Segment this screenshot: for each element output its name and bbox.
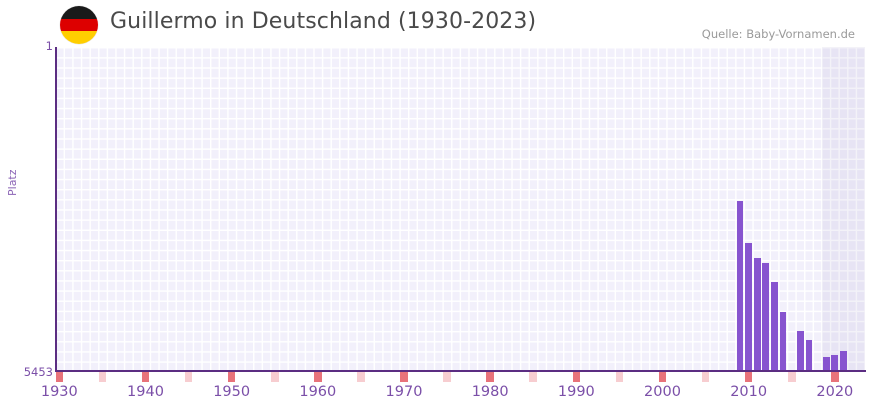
bar-2013 bbox=[771, 281, 778, 371]
bar-2009 bbox=[736, 200, 744, 371]
x-tick-1980 bbox=[486, 372, 494, 382]
y-axis-top-label: 1 bbox=[45, 39, 53, 53]
flag-band-gold bbox=[60, 31, 98, 44]
x-tick-1960 bbox=[314, 372, 322, 382]
x-label-1970: 1970 bbox=[385, 384, 423, 400]
x-label-1930: 1930 bbox=[40, 384, 78, 400]
bar-2021 bbox=[840, 351, 847, 371]
grid-lines bbox=[55, 47, 865, 371]
x-label-2000: 2000 bbox=[644, 384, 681, 400]
x-tick-1995 bbox=[615, 372, 624, 382]
germany-flag-icon bbox=[60, 6, 98, 44]
x-label-1980: 1980 bbox=[471, 384, 509, 400]
source-attribution: Quelle: Baby-Vornamen.de bbox=[701, 27, 855, 41]
x-tick-1985 bbox=[529, 372, 538, 382]
x-tick-2015 bbox=[787, 372, 796, 382]
bar-2019 bbox=[822, 356, 830, 371]
x-tick-2020 bbox=[831, 372, 839, 382]
flag-band-black bbox=[60, 6, 98, 19]
x-tick-1955 bbox=[270, 372, 279, 382]
x-label-2020: 2020 bbox=[816, 384, 854, 400]
bar-2014 bbox=[779, 311, 787, 371]
y-axis-title: Platz bbox=[6, 169, 19, 196]
page-title: Guillermo in Deutschland (1930-2023) bbox=[110, 9, 537, 34]
y-axis-labels: 1 5453 bbox=[0, 39, 53, 379]
x-axis-line bbox=[55, 370, 866, 372]
x-label-1960: 1960 bbox=[299, 384, 337, 400]
x-tick-1930 bbox=[55, 372, 64, 382]
plot-area bbox=[55, 47, 865, 371]
y-axis-line bbox=[55, 47, 57, 372]
x-tick-1945 bbox=[184, 372, 193, 382]
chart-header: Guillermo in Deutschland (1930-2023) Que… bbox=[0, 0, 873, 46]
flag-band-red bbox=[60, 18, 98, 32]
x-tick-1965 bbox=[357, 372, 365, 382]
x-tick-1990 bbox=[572, 372, 581, 382]
recent-years-shading bbox=[821, 47, 865, 371]
x-tick-2000 bbox=[658, 372, 667, 382]
x-tick-1975 bbox=[443, 372, 451, 382]
bar-2010 bbox=[745, 242, 752, 371]
bar-2011 bbox=[753, 257, 761, 371]
x-tick-1935 bbox=[98, 372, 107, 382]
x-label-1940: 1940 bbox=[127, 384, 164, 400]
x-tick-2010 bbox=[744, 372, 753, 382]
y-axis-bottom-label: 5453 bbox=[23, 365, 53, 379]
bar-2017 bbox=[805, 339, 813, 371]
x-label-1990: 1990 bbox=[557, 384, 595, 400]
x-tick-1940 bbox=[141, 372, 150, 382]
bar-2016 bbox=[796, 331, 804, 371]
x-label-2010: 2010 bbox=[730, 384, 768, 400]
x-label-1950: 1950 bbox=[213, 384, 251, 400]
bar-2020 bbox=[831, 355, 839, 371]
x-tick-1970 bbox=[400, 372, 408, 382]
bar-2012 bbox=[762, 263, 770, 371]
x-tick-2005 bbox=[701, 372, 710, 382]
x-tick-1950 bbox=[227, 372, 236, 382]
